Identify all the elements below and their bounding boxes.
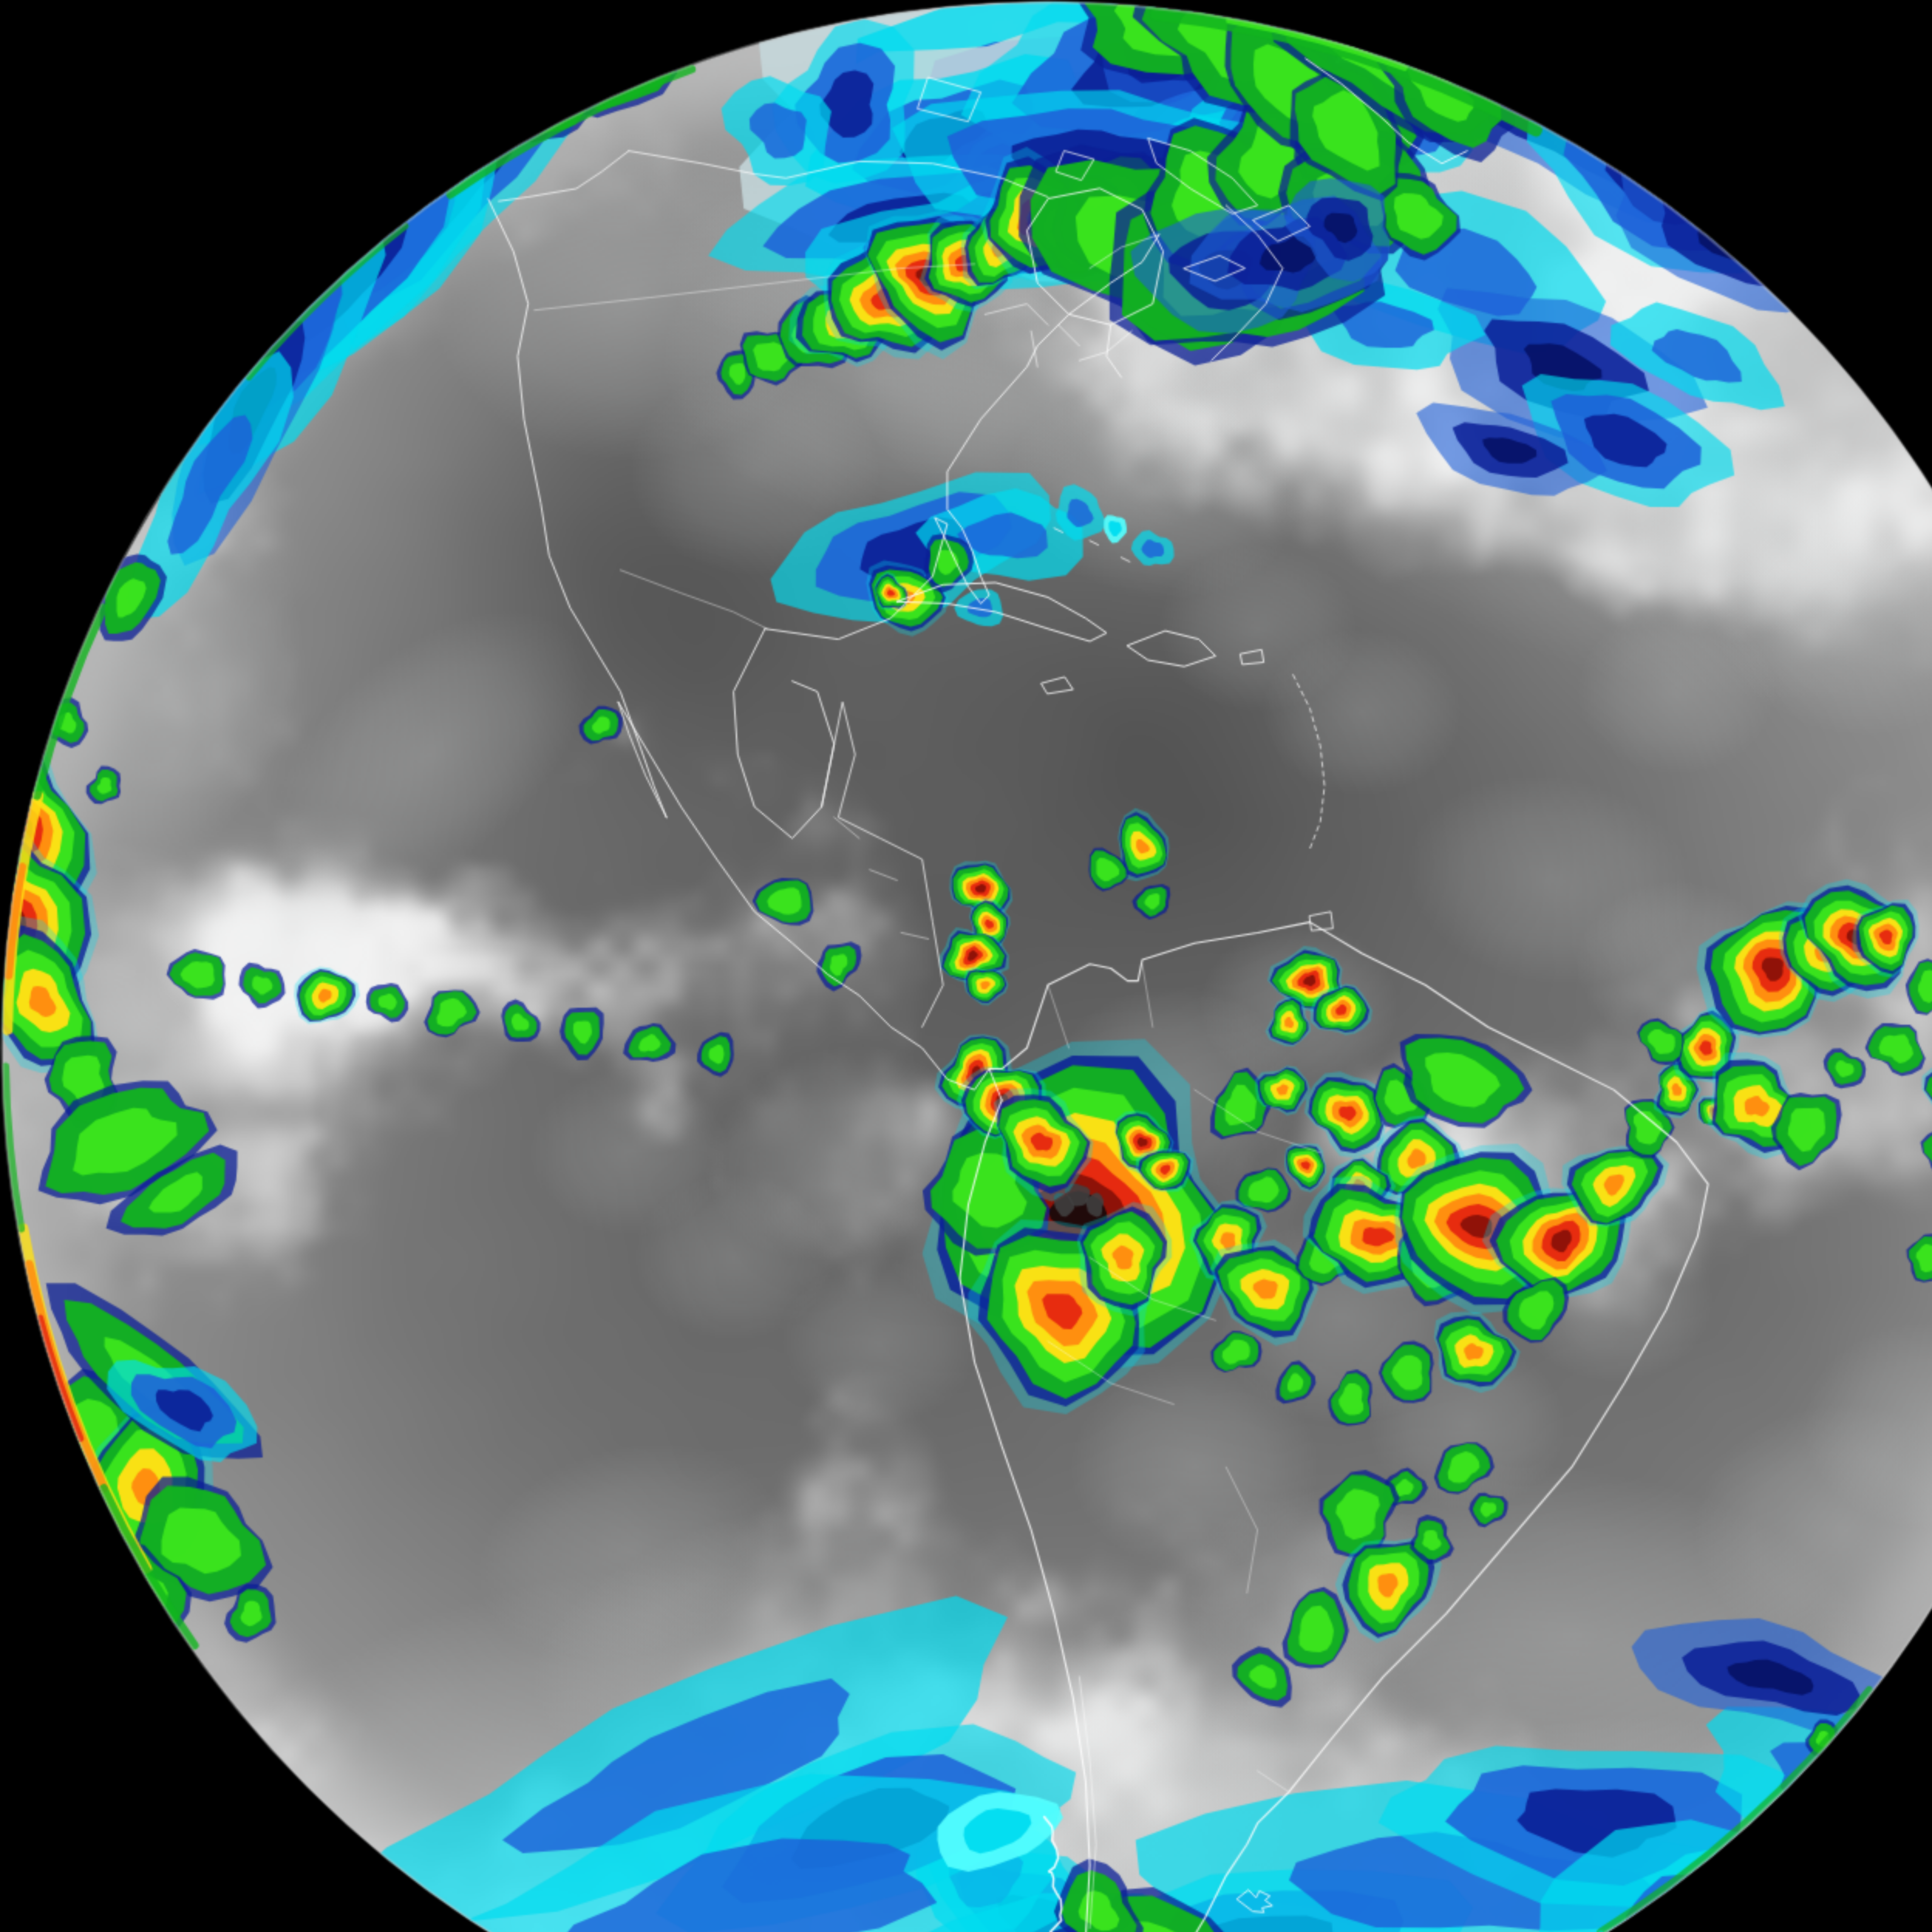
space-background <box>0 0 1932 1932</box>
earth-full-disk-satellite-image <box>0 0 1932 1932</box>
